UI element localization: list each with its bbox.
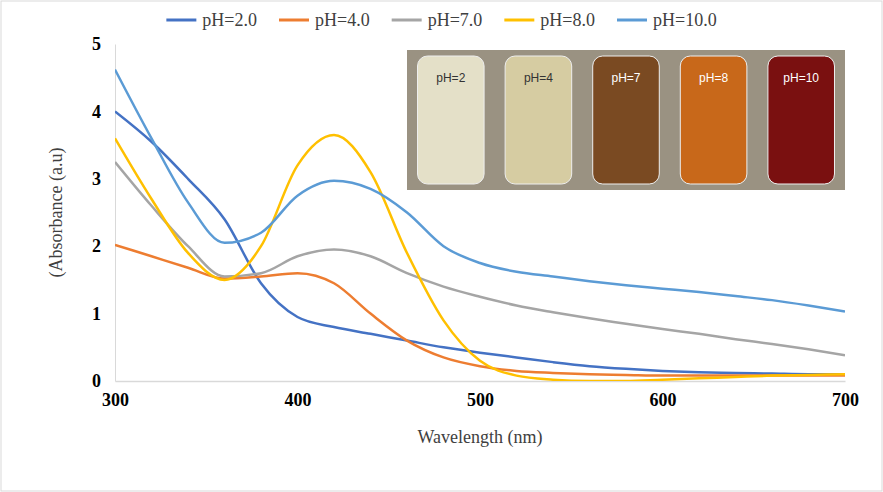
x-tick-label: 400 [285,390,312,410]
legend-item: pH=10.0 [617,10,717,30]
y-tick: 4 [92,102,115,122]
x-tick: 600 [650,381,677,410]
legend-item: pH=4.0 [279,10,370,30]
legend-swatch [279,19,309,22]
legend-label: pH=7.0 [428,10,483,30]
inset-label: pH=4 [524,71,553,85]
inset-background [407,50,845,190]
inset: pH=2 pH=4 pH=7 pH=8 pH=10 [407,50,845,190]
y-tick: 3 [92,169,115,189]
legend-label: pH=4.0 [315,10,370,30]
x-tick-label: 500 [467,390,494,410]
inset-label: pH=10 [783,71,819,85]
inset-label: pH=7 [611,71,640,85]
y-axis-title: (Absorbance (a.u) [46,148,67,278]
y-tick-label: 2 [92,236,101,256]
legend-swatch [166,19,196,22]
legend-item: pH=2.0 [166,10,257,30]
inset-label: pH=2 [436,71,465,85]
y-axis-line [115,45,116,382]
inset-tube [593,56,660,184]
series-line [115,245,845,376]
legend-swatch [617,19,647,22]
x-tick-label: 300 [102,390,129,410]
y-tick-label: 1 [92,304,101,324]
x-axis: 300 400 500 600 700 [102,381,859,410]
x-tick: 500 [467,381,494,410]
y-tick: 1 [92,304,115,324]
y-tick-label: 4 [92,102,101,122]
inset-tube [768,56,835,184]
y-tick-label: 5 [92,34,101,54]
y-tick: 5 [92,34,115,54]
y-tick-label: 3 [92,169,101,189]
x-tick: 400 [285,381,312,410]
x-axis-line [116,381,846,383]
legend-swatch [392,19,422,22]
x-tick-label: 700 [832,390,859,410]
legend-label: pH=8.0 [540,10,595,30]
x-tick: 300 [102,381,129,410]
y-tick: 2 [92,236,115,256]
x-axis-title: Wavelength (nm) [417,427,542,448]
inset-tube [505,56,572,184]
y-tick: 0 [92,371,115,391]
legend-label: pH=10.0 [653,10,717,30]
x-tick: 700 [832,381,859,410]
chart-border [1,1,882,491]
legend: pH=2.0 pH=4.0 pH=7.0 pH=8.0 pH=10.0 [166,10,716,30]
legend-item: pH=8.0 [504,10,595,30]
legend-label: pH=2.0 [202,10,257,30]
x-tick-label: 600 [650,390,677,410]
inset-tube [680,56,747,184]
inset-tube [418,56,485,184]
y-axis: 0 1 2 3 4 5 [92,34,116,391]
legend-item: pH=7.0 [392,10,483,30]
legend-swatch [504,19,534,22]
series-line [115,162,845,355]
y-tick-label: 0 [92,371,101,391]
inset-label: pH=8 [699,71,728,85]
chart: 300 400 500 600 700 0 1 2 3 4 5 Wavelength (nm) (Abs… [0,0,883,492]
